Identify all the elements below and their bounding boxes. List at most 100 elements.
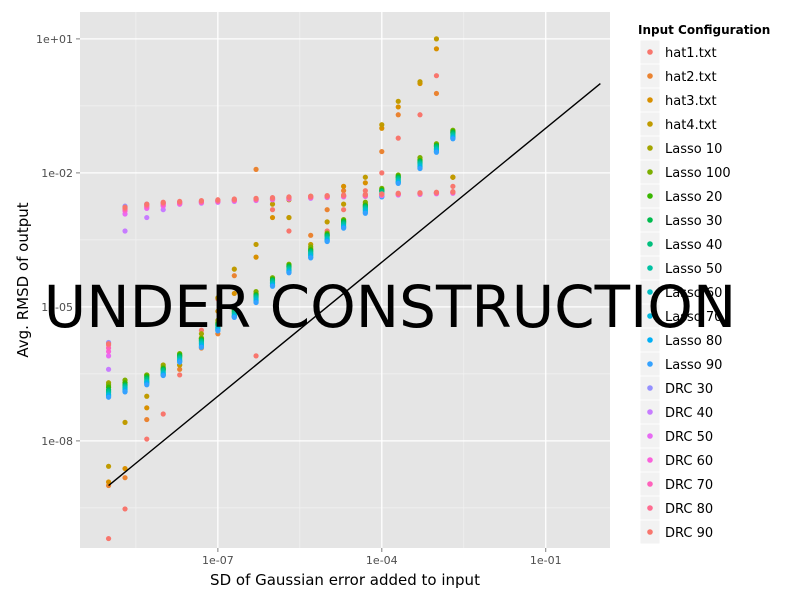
data-point: [231, 290, 237, 297]
data-point: [269, 207, 276, 213]
data-point: [450, 136, 456, 142]
legend-swatch: [647, 97, 653, 103]
legend-swatch: [647, 337, 653, 343]
data-point: [215, 308, 221, 314]
data-point: [253, 195, 259, 201]
data-point: [417, 165, 423, 172]
legend-item-label: Lasso 40: [665, 238, 722, 253]
legend-item-label: DRC 40: [665, 406, 713, 421]
data-point: [215, 295, 221, 301]
data-point: [308, 255, 314, 261]
data-point: [450, 189, 456, 195]
data-point: [160, 411, 166, 417]
legend-item-label: Lasso 100: [665, 166, 731, 181]
data-point: [269, 283, 276, 289]
data-point: [433, 73, 440, 79]
legend-item-label: Lasso 10: [665, 142, 722, 157]
data-point: [231, 196, 237, 202]
data-point: [105, 479, 112, 485]
legend: Input Configuration hat1.txt hat2.txt hat3…: [638, 23, 770, 545]
data-point: [417, 79, 423, 85]
legend-swatch: [647, 529, 653, 535]
data-point: [395, 180, 401, 187]
data-point: [231, 314, 237, 321]
legend-item-label: Lasso 20: [665, 190, 722, 205]
data-point: [105, 341, 112, 347]
legend-item-label: Lasso 80: [665, 334, 722, 349]
data-point: [341, 207, 347, 213]
data-point: [341, 192, 347, 198]
data-point: [253, 241, 259, 248]
data-point: [215, 328, 221, 334]
legend-item-label: Lasso 50: [665, 262, 722, 277]
data-point: [395, 135, 401, 141]
data-point: [286, 194, 292, 200]
data-point: [362, 174, 368, 180]
data-point: [362, 180, 368, 186]
data-point: [198, 344, 205, 350]
y-tick-label: 1e-05: [41, 301, 73, 314]
data-point: [308, 193, 314, 199]
data-point: [379, 170, 385, 176]
y-tick-label: 1e-08: [41, 435, 73, 448]
data-point: [253, 353, 259, 359]
data-point: [177, 198, 183, 205]
data-point: [144, 214, 150, 221]
data-point: [122, 389, 128, 395]
y-axis-title: Avg. RMSD of output: [14, 202, 32, 357]
data-point: [231, 266, 237, 272]
data-point: [433, 90, 440, 97]
legend-swatch: [647, 145, 653, 151]
data-point: [160, 372, 166, 379]
data-point: [341, 183, 347, 189]
legend-swatch: [647, 49, 653, 55]
data-point: [324, 238, 330, 245]
data-point: [379, 122, 385, 128]
data-point: [379, 148, 385, 155]
data-point: [395, 190, 401, 196]
legend-swatch: [647, 457, 653, 463]
legend-title: Input Configuration: [638, 23, 770, 37]
data-point: [417, 112, 423, 118]
data-point: [105, 535, 112, 542]
data-point: [308, 232, 314, 238]
data-point: [177, 359, 183, 365]
legend-swatch: [647, 193, 653, 199]
data-point: [177, 366, 183, 372]
data-point: [198, 331, 205, 337]
data-point: [144, 416, 150, 423]
data-point: [433, 46, 440, 52]
data-point: [144, 436, 150, 442]
data-point: [362, 210, 368, 216]
data-point: [144, 393, 150, 399]
legend-swatch: [647, 73, 653, 79]
legend-swatch: [647, 481, 653, 487]
legend-item-label: Lasso 70: [665, 310, 722, 325]
data-point: [144, 382, 150, 388]
data-point: [253, 299, 259, 306]
data-point: [341, 188, 347, 194]
data-point: [122, 465, 128, 472]
reference-line: [108, 83, 601, 487]
legend-swatch: [647, 433, 653, 439]
legend-item-label: hat4.txt: [665, 118, 717, 133]
data-point: [253, 254, 259, 260]
y-tick-label: 1e+01: [36, 33, 73, 46]
data-point: [122, 228, 128, 234]
legend-swatch: [647, 385, 653, 391]
data-point: [269, 201, 276, 207]
legend-item-label: Lasso 60: [665, 286, 722, 301]
data-point: [144, 405, 150, 411]
legend-swatch: [647, 121, 653, 127]
data-point: [286, 214, 292, 221]
data-point: [122, 204, 128, 210]
legend-swatch: [647, 217, 653, 223]
under-construction-text: UNDER CONSTRUCTION: [44, 273, 737, 341]
data-point: [395, 104, 401, 110]
legend-swatch: [647, 409, 653, 415]
legend-swatch: [647, 289, 653, 295]
legend-swatch: [647, 169, 653, 175]
legend-item-label: hat2.txt: [665, 70, 717, 85]
data-point: [198, 197, 205, 204]
